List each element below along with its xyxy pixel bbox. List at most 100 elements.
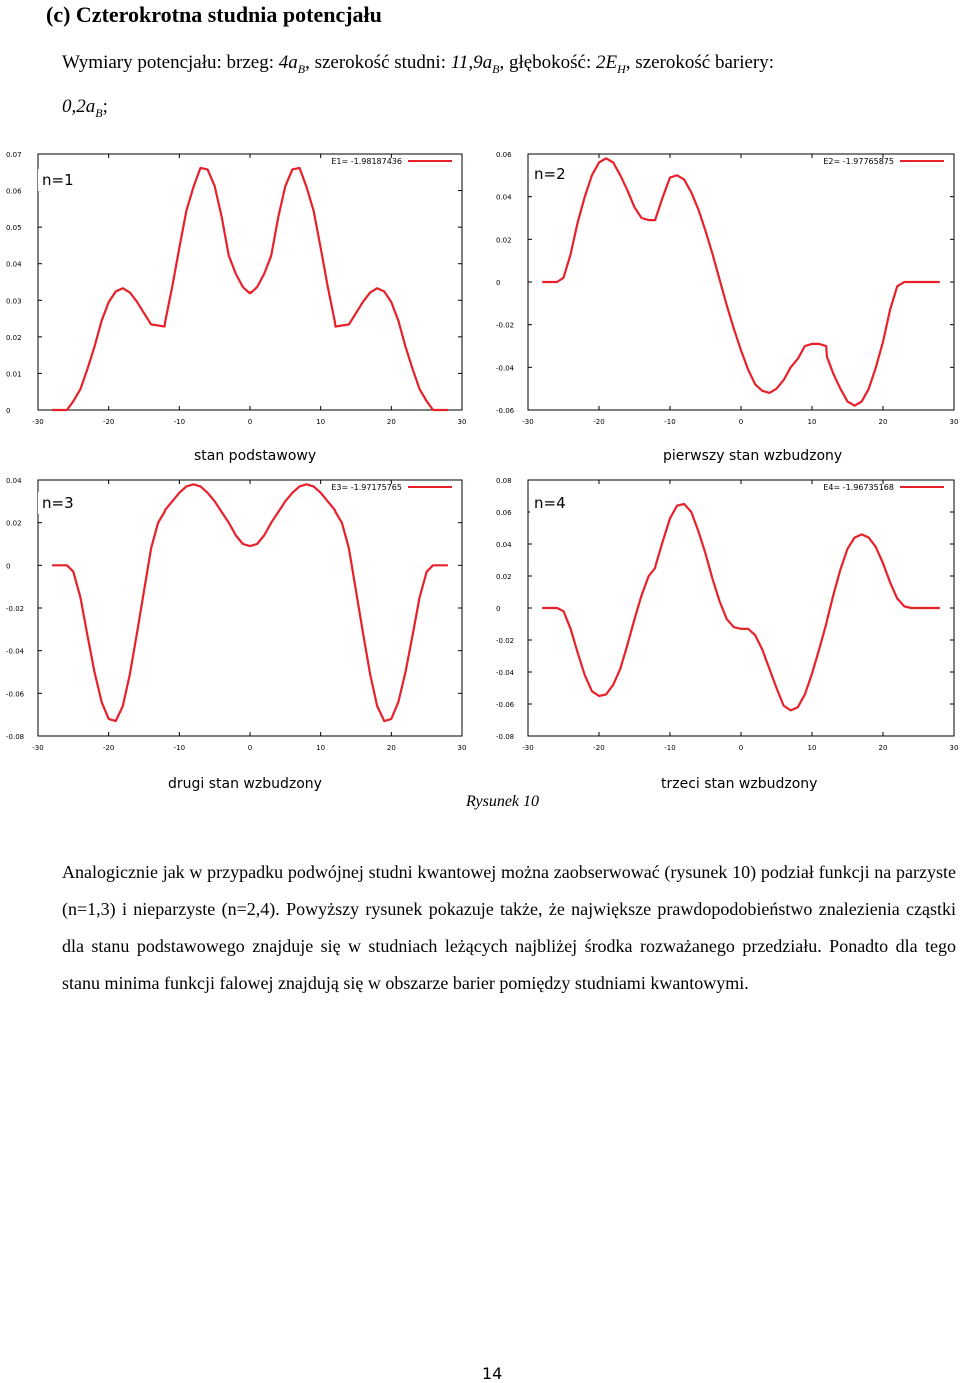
y-tick-label: -0.06 [496, 407, 515, 415]
y-tick-label: 0 [6, 562, 10, 570]
dims-szer-sub: B [492, 61, 500, 76]
wavefunction-line [542, 502, 940, 712]
y-tick-label: 0 [496, 605, 500, 613]
dims-gleb-sub: H [617, 61, 626, 76]
y-tick-label: 0.02 [496, 573, 512, 581]
x-tick-label: 30 [458, 418, 467, 426]
legend-label: E4= -1.96735168 [823, 483, 894, 492]
y-tick-label: -0.06 [6, 690, 25, 698]
dims-bar-end: ; [102, 96, 108, 117]
dims-szer-label: , szerokość studni: [305, 52, 451, 73]
y-tick-label: -0.04 [496, 669, 515, 677]
y-tick-label: 0.04 [6, 261, 22, 269]
y-tick-label: 0.03 [6, 297, 22, 305]
x-tick-label: 20 [879, 418, 888, 426]
y-tick-label: 0.02 [6, 520, 22, 528]
x-tick-label: 20 [879, 744, 888, 752]
dims-bar-sub: B [95, 105, 103, 120]
y-tick-label: 0.04 [496, 541, 512, 549]
plot-n3: -0.08 -0.06 -0.04 -0.02 0 0.02 0.04 -30 -20 -10 0 1… [0, 470, 480, 758]
y-tick-label: -0.02 [496, 322, 514, 330]
y-tick-label: 0.04 [6, 477, 22, 485]
y-tick-label: -0.08 [6, 733, 24, 741]
x-tick-label: -10 [664, 744, 675, 752]
x-tick-label: 20 [387, 744, 396, 752]
x-tick-label: -20 [103, 418, 114, 426]
x-tick-label: 10 [808, 418, 817, 426]
y-tick-label: 0.04 [496, 194, 512, 202]
y-tick-label: 0.06 [496, 509, 512, 517]
y-tick-label: 0.05 [6, 224, 22, 232]
plot-frame [527, 153, 955, 411]
plot-frame [37, 153, 463, 411]
plot-n1-state-label: n=1 [38, 169, 78, 191]
dims-bar: 0,2a [62, 96, 96, 117]
plot-n2: -0.06 -0.04 -0.02 0 0.02 0.04 0.06 -30 -20 -10 0 10… [486, 142, 960, 432]
plot-n1: 0 0.01 0.02 0.03 0.04 0.05 0.06 0.07 -30 -20 -10 0 1… [0, 142, 480, 432]
potential-dimensions: Wymiary potencjału: brzeg: 4aB, szerokoś… [62, 50, 774, 82]
caption-n1: stan podstawowy [194, 448, 317, 464]
wavefunction-line [542, 157, 940, 407]
y-tick-label: -0.04 [496, 364, 515, 372]
plot-n4-state-label: n=4 [530, 492, 570, 514]
x-tick-label: -30 [32, 744, 43, 752]
section-heading: (c) Czterokrotna studnia potencjału [46, 2, 382, 27]
y-tick-label: -0.08 [496, 733, 514, 741]
plot-n4: -0.08 -0.06 -0.04 -0.02 0 0.02 0.04 0.06 0.08 -30… [486, 470, 960, 758]
caption-n4: trzeci stan wzbudzony [661, 776, 818, 792]
x-tick-label: 0 [248, 744, 252, 752]
legend-label: E1= -1.98187436 [331, 157, 402, 166]
potential-dimensions-line2: 0,2aB; [62, 96, 108, 121]
dims-prefix: Wymiary potencjału: brzeg: [62, 52, 279, 73]
dims-brzeg: 4a [278, 52, 298, 73]
x-tick-label: -10 [174, 418, 185, 426]
y-tick-label: 0.02 [496, 236, 512, 244]
dims-brzeg-sub: B [297, 61, 306, 76]
x-tick-label: -30 [522, 744, 533, 752]
dims-szer: 11,9a [450, 52, 493, 73]
wavefunction-line [52, 483, 448, 723]
y-tick-label: -0.06 [496, 701, 515, 709]
figure-caption: Rysunek 10 [466, 793, 540, 810]
x-tick-label: 30 [950, 744, 959, 752]
body-paragraph: Analogicznie jak w przypadku podwójnej s… [62, 862, 956, 993]
plot-n3-svg: -0.08 -0.06 -0.04 -0.02 0 0.02 0.04 -30 -20 -10 0 1… [6, 477, 466, 752]
dims-gleb-label: , głębokość: [499, 52, 597, 73]
y-tick-label: 0.02 [6, 334, 22, 342]
plot-n3-state-label: n=3 [38, 492, 78, 514]
y-tick-label: -0.04 [6, 648, 25, 656]
plot-n1-svg: 0 0.01 0.02 0.03 0.04 0.05 0.06 0.07 -30 -20 -10 0 1… [6, 151, 467, 426]
y-tick-label: 0 [6, 407, 10, 415]
plot-n4-svg: -0.08 -0.06 -0.04 -0.02 0 0.02 0.04 0.06 0.08 -30… [496, 477, 959, 752]
dims-gleb: 2E [596, 52, 618, 73]
y-tick-label: 0.08 [496, 477, 512, 485]
x-tick-label: 0 [739, 744, 743, 752]
page-number: 14 [482, 1364, 503, 1383]
caption-n2: pierwszy stan wzbudzony [663, 448, 843, 464]
plot-frame [527, 479, 955, 737]
caption-n3: drugi stan wzbudzony [168, 776, 322, 792]
x-tick-label: -20 [103, 744, 114, 752]
x-tick-label: 10 [316, 418, 325, 426]
x-tick-label: -20 [593, 418, 604, 426]
x-tick-label: -10 [664, 418, 675, 426]
dims-bar-label: , szerokość bariery: [625, 52, 775, 73]
y-tick-label: 0 [496, 279, 500, 287]
y-tick-label: 0.07 [6, 151, 22, 159]
y-tick-label: 0.01 [6, 370, 22, 378]
x-tick-label: -30 [522, 418, 533, 426]
x-tick-label: 0 [739, 418, 743, 426]
x-tick-label: 10 [808, 744, 817, 752]
x-tick-label: -30 [32, 418, 43, 426]
y-tick-label: -0.02 [496, 637, 514, 645]
x-tick-label: 10 [316, 744, 325, 752]
y-tick-label: -0.02 [6, 605, 24, 613]
x-tick-label: 0 [248, 418, 252, 426]
plot-n2-state-label: n=2 [530, 163, 570, 185]
x-tick-label: -10 [174, 744, 185, 752]
plot-n2-svg: -0.06 -0.04 -0.02 0 0.02 0.04 0.06 -30 -20 -10 0 10… [496, 151, 958, 426]
legend-label: E2= -1.97765875 [823, 157, 894, 166]
x-tick-label: -20 [593, 744, 604, 752]
legend-label: E3= -1.97175765 [331, 483, 402, 492]
y-tick-label: 0.06 [6, 188, 22, 196]
